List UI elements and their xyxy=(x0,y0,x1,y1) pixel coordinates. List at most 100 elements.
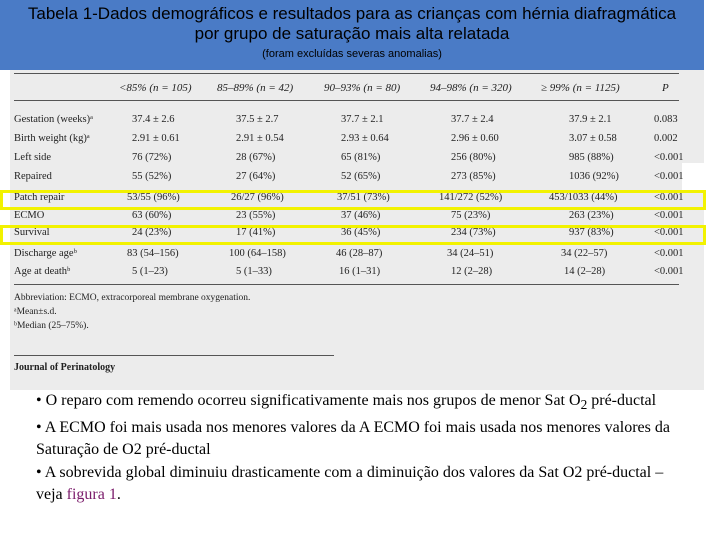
journal-name: Journal of Perinatology xyxy=(14,362,116,373)
column-header: 85–89% (n = 42) xyxy=(217,82,294,94)
table-cell: 37.4 ± 2.6 xyxy=(132,114,175,125)
table-header-rule xyxy=(14,100,679,101)
column-header: P xyxy=(662,82,669,94)
bullet-list: • O reparo com remendo ocorreu significa… xyxy=(36,390,686,507)
column-header: ≥ 99% (n = 1125) xyxy=(541,82,620,94)
table-row: ECMO 63 (60%) 23 (55%) 37 (46%) 75 (23%)… xyxy=(14,208,684,225)
row-label: Discharge ageᵇ xyxy=(14,248,77,259)
row-label: Repaired xyxy=(14,171,52,182)
table-row: Discharge ageᵇ 83 (54–156) 100 (64–158) … xyxy=(14,246,684,263)
table-cell: 24 (23%) xyxy=(132,227,172,238)
table-cell: 37.5 ± 2.7 xyxy=(236,114,279,125)
table-cell: 0.083 xyxy=(654,114,678,125)
table-cell: 256 (80%) xyxy=(451,152,496,163)
row-label: Gestation (weeks)ᵃ xyxy=(14,114,93,125)
row-label: Survival xyxy=(14,227,50,238)
table-cell: 28 (67%) xyxy=(236,152,276,163)
table-row: Repaired 55 (52%) 27 (64%) 52 (65%) 273 … xyxy=(14,169,684,186)
table-cell: 37.7 ± 2.1 xyxy=(341,114,384,125)
slide-title: Tabela 1-Dados demográficos e resultados… xyxy=(0,4,704,44)
figure-link[interactable]: figura 1 xyxy=(66,486,117,504)
table-row: Patch repair 53/55 (96%) 26/27 (96%) 37/… xyxy=(14,190,684,207)
table-cell: 1036 (92%) xyxy=(569,171,619,182)
column-header: 90–93% (n = 80) xyxy=(324,82,401,94)
table-row: Survival 24 (23%) 17 (41%) 36 (45%) 234 … xyxy=(14,225,684,242)
table-cell: 453/1033 (44%) xyxy=(549,192,618,203)
table-cell: 75 (23%) xyxy=(451,210,491,221)
bullet-text: • O reparo com remendo ocorreu significa… xyxy=(36,392,581,409)
table-cell: 5 (1–23) xyxy=(132,266,168,277)
bullet-item: • A sobrevida global diminuiu drasticame… xyxy=(36,462,686,507)
table-cell: 37.9 ± 2.1 xyxy=(569,114,612,125)
table-cell: <0.001 xyxy=(654,210,684,221)
table-cell: 65 (81%) xyxy=(341,152,381,163)
table-top-rule xyxy=(14,73,679,74)
table-cell: 3.07 ± 0.58 xyxy=(569,133,617,144)
table-cell: <0.001 xyxy=(654,248,684,259)
footnote: ᵃMean±s.d. xyxy=(14,307,57,317)
table-cell: 2.93 ± 0.64 xyxy=(341,133,389,144)
table-cell: 12 (2–28) xyxy=(451,266,493,277)
table-cell: <0.001 xyxy=(654,152,684,163)
row-label: Patch repair xyxy=(14,192,65,203)
table-cell: 63 (60%) xyxy=(132,210,172,221)
column-header: <85% (n = 105) xyxy=(119,82,192,94)
table-cell: 2.91 ± 0.61 xyxy=(132,133,180,144)
subscript: 2 xyxy=(580,397,588,413)
table-cell: 985 (88%) xyxy=(569,152,614,163)
table-cell: 0.002 xyxy=(654,133,678,144)
table-row: Age at deathᵇ 5 (1–23) 5 (1–33) 16 (1–31… xyxy=(14,264,684,281)
table-cell: 23 (55%) xyxy=(236,210,276,221)
bullet-text: pré-ductal xyxy=(587,392,657,409)
table-cell: 273 (85%) xyxy=(451,171,496,182)
table-cell: 34 (22–57) xyxy=(561,248,608,259)
bullet-item: • O reparo com remendo ocorreu significa… xyxy=(36,390,686,417)
table-cell: 36 (45%) xyxy=(341,227,381,238)
footnote: Abbreviation: ECMO, extracorporeal membr… xyxy=(14,293,251,303)
slide-subtitle: (foram excluídas severas anomalias) xyxy=(262,48,442,60)
table-cell: 234 (73%) xyxy=(451,227,496,238)
table-cell: 26/27 (96%) xyxy=(231,192,284,203)
table-cell: 37/51 (73%) xyxy=(337,192,390,203)
table-cell: 2.96 ± 0.60 xyxy=(451,133,499,144)
table-cell: 27 (64%) xyxy=(236,171,276,182)
table-cell: 141/272 (52%) xyxy=(439,192,503,203)
table-cell: 17 (41%) xyxy=(236,227,276,238)
column-header: 94–98% (n = 320) xyxy=(430,82,512,94)
table-cell: 46 (28–87) xyxy=(336,248,383,259)
row-label: Birth weight (kg)ᵃ xyxy=(14,133,90,144)
table-cell: 263 (23%) xyxy=(569,210,614,221)
table-cell: 37.7 ± 2.4 xyxy=(451,114,494,125)
table-cell: <0.001 xyxy=(654,227,684,238)
table-cell: 83 (54–156) xyxy=(127,248,179,259)
table-row: Gestation (weeks)ᵃ 37.4 ± 2.6 37.5 ± 2.7… xyxy=(14,112,682,129)
row-separator xyxy=(682,163,704,191)
footnote: ᵇMedian (25–75%). xyxy=(14,321,89,331)
table-cell: 16 (1–31) xyxy=(339,266,381,277)
bullet-item: • A ECMO foi mais usada nos menores valo… xyxy=(36,418,670,459)
table-cell: 55 (52%) xyxy=(132,171,172,182)
table-cell: 100 (64–158) xyxy=(229,248,286,259)
table-cell: 937 (83%) xyxy=(569,227,614,238)
table-row: Birth weight (kg)ᵃ 2.91 ± 0.61 2.91 ± 0.… xyxy=(14,131,682,148)
table-cell: 5 (1–33) xyxy=(236,266,272,277)
table-cell: 34 (24–51) xyxy=(447,248,494,259)
table-cell: 2.91 ± 0.54 xyxy=(236,133,284,144)
row-label: ECMO xyxy=(14,210,45,221)
title-line-2: por grupo de saturação mais alta relatad… xyxy=(194,24,510,43)
table-bottom-rule xyxy=(14,284,679,285)
row-label: Left side xyxy=(14,152,52,163)
table-cell: <0.001 xyxy=(654,192,684,203)
table-cell: 76 (72%) xyxy=(132,152,172,163)
row-label: Age at deathᵇ xyxy=(14,266,71,277)
bullet-text: . xyxy=(116,486,121,504)
table-cell: <0.001 xyxy=(654,171,684,182)
table-cell: 14 (2–28) xyxy=(564,266,606,277)
table-cell: 37 (46%) xyxy=(341,210,381,221)
table-image: <85% (n = 105) 85–89% (n = 42) 90–93% (n… xyxy=(0,70,706,390)
title-banner: Tabela 1-Dados demográficos e resultados… xyxy=(0,0,704,70)
table-cell: 52 (65%) xyxy=(341,171,381,182)
bullet-text: • A sobrevida global diminuiu drasticame… xyxy=(36,463,664,504)
table-cell: 53/55 (96%) xyxy=(127,192,180,203)
journal-rule xyxy=(14,355,334,356)
